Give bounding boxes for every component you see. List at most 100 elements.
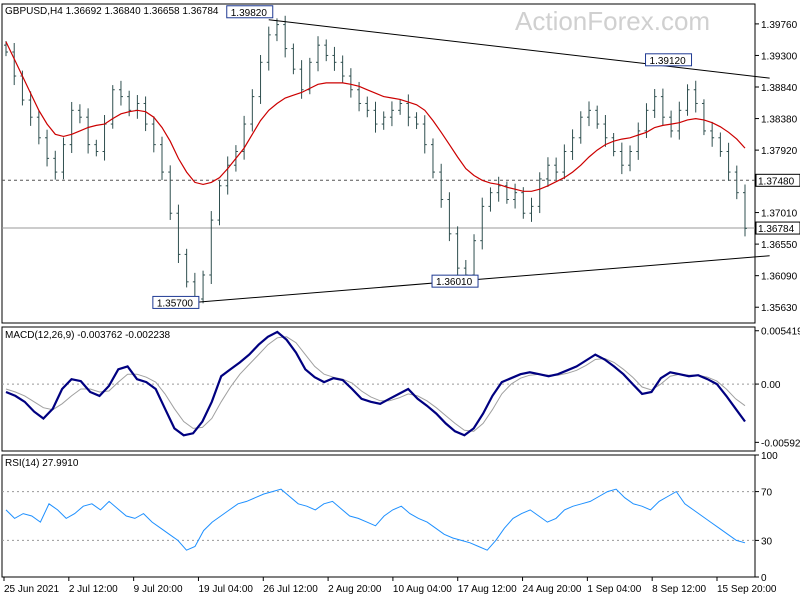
trendline bbox=[194, 255, 770, 303]
ohlc-bar bbox=[36, 110, 41, 145]
y-tick-label: 0.00 bbox=[761, 380, 781, 391]
ohlc-bar bbox=[45, 129, 50, 167]
ohlc-bar bbox=[143, 96, 148, 132]
y-tick-label: 1.37920 bbox=[761, 146, 798, 157]
ohlc-bar bbox=[521, 187, 526, 219]
ohlc-bar bbox=[151, 116, 156, 153]
ohlc-bar bbox=[685, 84, 690, 116]
ohlc-bar bbox=[734, 165, 739, 200]
ohlc-bar bbox=[710, 121, 715, 147]
ohlc-bar bbox=[545, 157, 550, 187]
macd-signal-line bbox=[5, 336, 746, 432]
ohlc-bar bbox=[619, 142, 624, 175]
swing-annotation-label: 1.39820 bbox=[231, 8, 268, 19]
ohlc-bar bbox=[529, 197, 534, 222]
ohlc-bar bbox=[365, 96, 370, 118]
ohlc-bar bbox=[570, 129, 575, 160]
price-level-box bbox=[755, 173, 800, 187]
ohlc-bar bbox=[217, 180, 222, 226]
ohlc-bar bbox=[274, 18, 279, 42]
ohlc-bar bbox=[316, 36, 321, 72]
ohlc-bar bbox=[554, 157, 559, 180]
ohlc-bar bbox=[77, 104, 82, 124]
y-tick-label: 1.36090 bbox=[761, 272, 798, 283]
ohlc-bar bbox=[652, 88, 657, 118]
ohlc-bar bbox=[12, 43, 17, 86]
watermark: ActionForex.com bbox=[515, 6, 710, 36]
ohlc-bar bbox=[455, 226, 460, 276]
swing-annotation-label: 1.39120 bbox=[650, 56, 687, 67]
ohlc-bar bbox=[603, 114, 608, 147]
y-tick-label: 1.39300 bbox=[761, 51, 798, 62]
ohlc-bar bbox=[628, 145, 633, 172]
swing-annotation-box bbox=[226, 5, 274, 19]
ohlc-bar bbox=[398, 98, 403, 115]
ohlc-bar bbox=[488, 187, 493, 212]
ohlc-bar bbox=[242, 115, 247, 160]
x-tick-label: 15 Sep 20:00 bbox=[717, 584, 777, 595]
x-tick-label: 17 Aug 12:00 bbox=[458, 584, 517, 595]
ohlc-bar bbox=[4, 41, 8, 57]
ohlc-bar bbox=[225, 156, 230, 195]
x-tick-label: 19 Jul 04:00 bbox=[198, 584, 253, 595]
ohlc-bar bbox=[537, 172, 542, 214]
rsi-line bbox=[5, 488, 746, 551]
swing-annotation-box bbox=[645, 53, 693, 67]
ohlc-bar bbox=[28, 91, 33, 126]
ohlc-bar bbox=[414, 112, 419, 130]
ohlc-bar bbox=[447, 192, 452, 242]
x-tick-label: 2 Jul 12:00 bbox=[69, 584, 118, 595]
ohlc-bar bbox=[480, 197, 485, 250]
swing-annotation-label: 1.35700 bbox=[157, 298, 194, 309]
ohlc-bar bbox=[693, 80, 698, 113]
ohlc-bar bbox=[406, 94, 411, 127]
ohlc-bar bbox=[381, 111, 386, 130]
ohlc-bar bbox=[373, 101, 378, 133]
ohlc-bar bbox=[118, 80, 123, 106]
ohlc-bar bbox=[562, 144, 567, 180]
price-level-label: 1.37480 bbox=[758, 176, 795, 187]
swing-annotation-label: 1.36010 bbox=[436, 277, 473, 288]
ohlc-bar bbox=[389, 101, 394, 127]
ohlc-bar bbox=[718, 132, 723, 157]
ohlc-bar bbox=[439, 163, 444, 208]
moving-average-line bbox=[5, 41, 746, 192]
ohlc-bar bbox=[332, 46, 337, 71]
ohlc-bar bbox=[168, 165, 173, 220]
ohlc-bar bbox=[430, 138, 435, 179]
ohlc-bar bbox=[324, 39, 329, 62]
ohlc-bar bbox=[595, 105, 600, 129]
ohlc-bar bbox=[86, 108, 91, 154]
y-tick-label: 1.37010 bbox=[761, 209, 798, 220]
y-tick-label: 1.38840 bbox=[761, 83, 798, 94]
ohlc-bar bbox=[422, 115, 427, 154]
y-tick-label: 100 bbox=[761, 451, 778, 462]
y-tick-label: 1.36550 bbox=[761, 240, 798, 251]
x-tick-label: 24 Aug 20:00 bbox=[523, 584, 582, 595]
price-panel-title: GBPUSD,H4 1.36692 1.36840 1.36658 1.3678… bbox=[5, 6, 219, 17]
x-tick-label: 9 Jul 20:00 bbox=[134, 584, 183, 595]
price-level-label: 1.36784 bbox=[758, 224, 795, 235]
ohlc-bar bbox=[340, 55, 345, 83]
ohlc-bar bbox=[176, 204, 181, 264]
ohlc-bar bbox=[611, 132, 616, 157]
ohlc-bar bbox=[496, 176, 501, 202]
x-tick-label: 1 Sep 04:00 bbox=[587, 584, 641, 595]
ohlc-bar bbox=[701, 99, 706, 136]
ohlc-bar bbox=[61, 137, 66, 180]
ohlc-bar bbox=[636, 122, 641, 160]
y-tick-label: 1.38380 bbox=[761, 115, 798, 126]
macd-panel-title: MACD(12,26,9) -0.003762 -0.002238 bbox=[5, 330, 171, 341]
ohlc-bar bbox=[250, 89, 255, 132]
x-tick-label: 2 Aug 20:00 bbox=[328, 584, 382, 595]
ohlc-bar bbox=[743, 184, 747, 237]
macd-line bbox=[5, 330, 746, 437]
panel-frame bbox=[1, 3, 756, 324]
ohlc-bar bbox=[586, 101, 591, 127]
x-tick-label: 8 Sep 12:00 bbox=[652, 584, 706, 595]
y-tick-label: 0.005419 bbox=[761, 327, 800, 338]
ohlc-bar bbox=[348, 68, 353, 98]
